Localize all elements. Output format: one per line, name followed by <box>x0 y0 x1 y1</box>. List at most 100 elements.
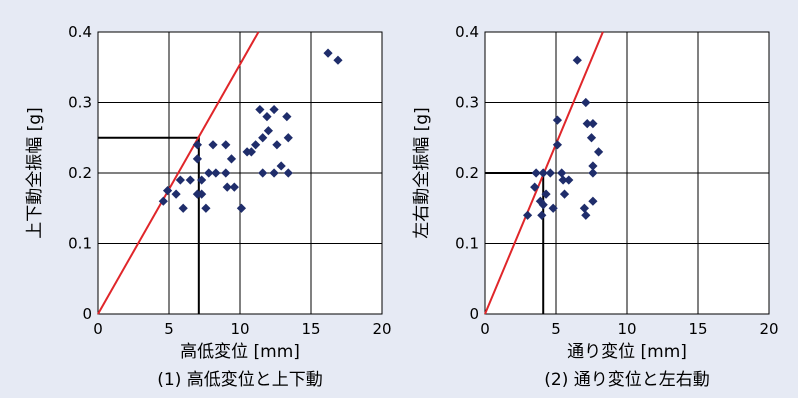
data-point <box>276 161 286 171</box>
data-point <box>545 168 555 178</box>
data-point <box>246 147 256 157</box>
chart-panel-vertical: 0 5 10 15 20 0 0.1 0.2 0.3 0.4 高低変位 [mm] 上下動全振幅 … <box>25 23 392 390</box>
data-point <box>538 168 548 178</box>
data-point <box>251 140 261 150</box>
y-tick-label: 0.2 <box>455 164 479 182</box>
x-tick-label: 10 <box>230 320 249 338</box>
data-point <box>269 104 279 115</box>
x-tick-label: 15 <box>688 320 707 338</box>
data-point <box>564 175 574 185</box>
y-tick-labels: 0 0.1 0.2 0.3 0.4 <box>68 23 92 323</box>
data-point <box>162 186 173 196</box>
data-point <box>197 175 207 185</box>
reference-line-segment <box>97 31 260 315</box>
data-point <box>323 48 333 58</box>
y-tick-label: 0.1 <box>68 235 92 253</box>
gridlines <box>485 32 769 314</box>
reference-line <box>97 31 260 315</box>
data-point <box>552 140 563 150</box>
data-point <box>208 140 218 150</box>
data-point <box>262 112 272 122</box>
gridlines <box>98 32 382 314</box>
data-point <box>269 168 279 178</box>
data-point <box>258 133 268 143</box>
data-point <box>255 104 265 115</box>
data-point <box>221 140 231 150</box>
y-tick-label: 0.4 <box>68 23 92 41</box>
data-point <box>221 168 231 178</box>
y-tick-label: 0 <box>82 305 92 323</box>
data-point <box>258 168 268 178</box>
data-point <box>548 203 558 213</box>
data-point <box>559 189 570 199</box>
data-point <box>579 203 589 213</box>
data-point <box>282 112 292 122</box>
data-point <box>557 168 567 178</box>
chart-caption: (1) 高低変位と上下動 <box>157 370 322 390</box>
x-tick-label: 0 <box>93 320 103 338</box>
data-point <box>236 203 247 213</box>
data-point <box>178 203 188 213</box>
data-point <box>197 189 207 199</box>
data-point <box>226 154 237 164</box>
data-point <box>175 175 185 185</box>
y-tick-label: 0.2 <box>68 164 92 182</box>
data-point <box>272 140 282 150</box>
x-tick-labels: 0 5 10 15 20 <box>93 320 391 338</box>
data-point <box>158 196 168 206</box>
data-point <box>283 168 293 178</box>
data-point <box>192 140 202 150</box>
y-tick-label: 0.1 <box>455 235 479 253</box>
data-point <box>538 200 548 210</box>
data-point <box>229 182 239 192</box>
x-tick-label: 5 <box>164 320 174 338</box>
data-point <box>586 133 597 143</box>
data-point <box>211 168 221 178</box>
x-tick-label: 20 <box>372 320 391 338</box>
data-point <box>588 161 598 171</box>
data-point <box>594 147 604 157</box>
data-point <box>552 115 563 125</box>
x-tick-label: 20 <box>759 320 778 338</box>
data-point <box>537 210 547 220</box>
y-tick-labels: 0 0.1 0.2 0.3 0.4 <box>455 23 479 323</box>
y-tick-label: 0.3 <box>68 94 92 112</box>
x-tick-labels: 0 5 10 15 20 <box>480 320 778 338</box>
x-axis-title: 高低変位 [mm] <box>180 342 300 362</box>
data-point <box>558 175 568 185</box>
data-point <box>531 168 541 178</box>
x-tick-label: 5 <box>551 320 561 338</box>
scatter-points <box>523 55 604 220</box>
data-point <box>581 210 591 220</box>
data-point <box>185 175 195 185</box>
y-axis-title: 左右動全振幅 [g] <box>412 107 432 238</box>
chart-panel-lateral: 0 5 10 15 20 0 0.1 0.2 0.3 0.4 通り変位 [mm] 左右動全振幅 … <box>412 23 779 390</box>
data-point <box>588 196 598 206</box>
data-point <box>523 210 533 220</box>
data-point <box>582 119 592 129</box>
data-point <box>572 55 582 65</box>
x-tick-label: 15 <box>301 320 320 338</box>
data-point <box>333 55 343 65</box>
y-tick-label: 0 <box>469 305 479 323</box>
data-point <box>171 189 181 199</box>
x-axis-title: 通り変位 [mm] <box>567 342 687 362</box>
data-point <box>588 168 598 178</box>
y-tick-label: 0.4 <box>455 23 479 41</box>
x-tick-label: 10 <box>617 320 636 338</box>
y-axis-title: 上下動全振幅 [g] <box>25 107 45 238</box>
x-tick-label: 0 <box>480 320 490 338</box>
data-point <box>222 182 232 192</box>
chart-caption: (2) 通り変位と左右動 <box>544 370 709 390</box>
data-point <box>588 119 598 129</box>
data-point <box>204 168 214 178</box>
scatter-points <box>158 48 343 213</box>
y-tick-label: 0.3 <box>455 94 479 112</box>
data-point <box>581 97 591 108</box>
data-point <box>530 182 540 192</box>
data-point <box>263 126 273 136</box>
data-point <box>283 133 293 143</box>
data-point <box>201 203 211 213</box>
data-point <box>192 154 202 164</box>
